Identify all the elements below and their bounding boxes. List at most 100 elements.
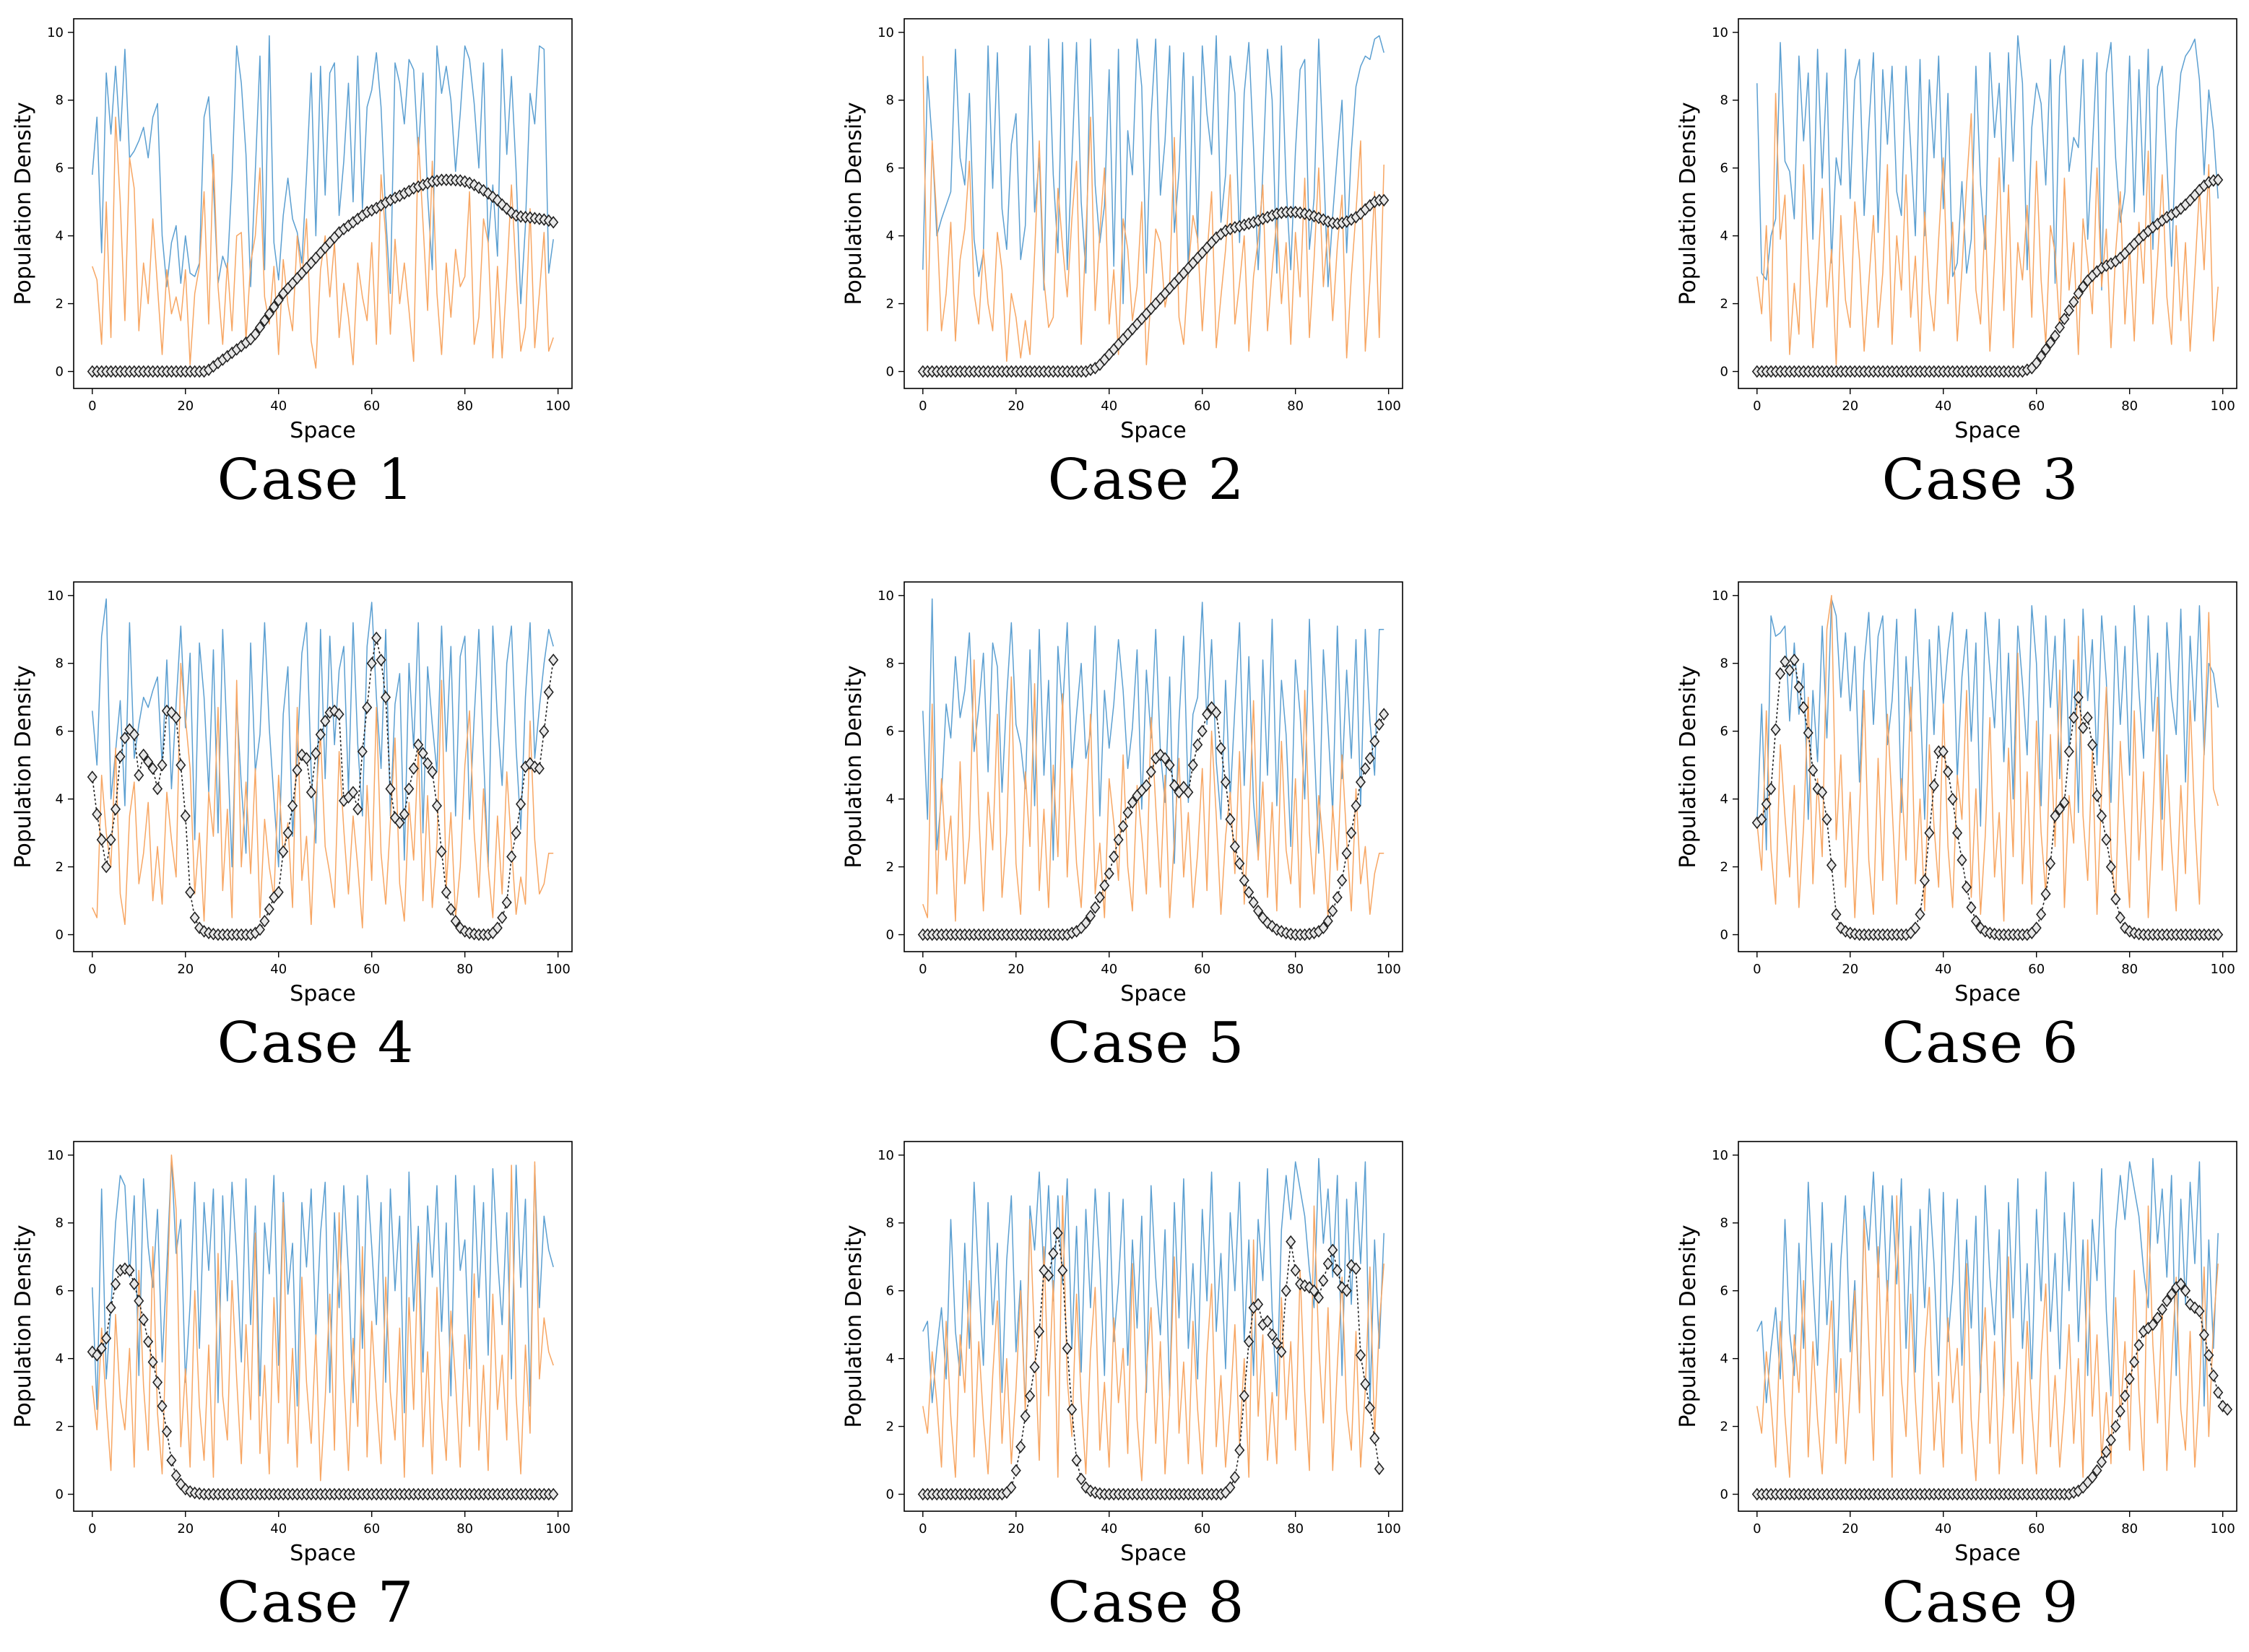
x-tick-label: 100 [1376, 962, 1400, 977]
solution-marker [1248, 896, 1259, 909]
y-tick-label: 2 [886, 297, 894, 312]
solution-marker [1099, 879, 1110, 892]
solution-marker [1118, 820, 1129, 832]
solution-marker [2059, 312, 2070, 326]
series-line-blue-noise [1756, 598, 2219, 851]
solution-marker [1803, 726, 1814, 739]
solution-marker [1938, 745, 1949, 758]
y-axis-title: Population Density [841, 1225, 867, 1427]
solution-marker [1262, 1315, 1273, 1328]
solution-marker [138, 748, 149, 762]
x-tick-label: 80 [2121, 962, 2138, 977]
solution-marker [119, 731, 130, 744]
solution-marker [1197, 724, 1208, 738]
solution-marker [1043, 1269, 1054, 1282]
y-tick-label: 0 [56, 928, 64, 943]
y-axis-title: Population Density [11, 1225, 36, 1427]
solution-marker [1229, 840, 1240, 853]
solution-marker [1211, 706, 1222, 719]
solution-marker [1080, 916, 1091, 929]
solution-marker [2180, 1284, 2191, 1297]
solution-marker [2040, 343, 2051, 356]
solution-marker [1234, 857, 1245, 870]
solution-marker [1090, 901, 1101, 914]
case-label: Case 3 [1881, 448, 2079, 513]
solution-marker [143, 755, 154, 768]
series-line-blue-noise [922, 598, 1384, 864]
solution-marker [1322, 1257, 1333, 1270]
x-tick-label: 20 [1008, 1521, 1024, 1536]
solution-marker [1276, 1345, 1287, 1359]
x-tick-label: 100 [545, 399, 570, 414]
solution-marker [1071, 1453, 1082, 1467]
chart-svg: 0 20 40 60 80 100 0 2 4 6 8 10 Space Population Densi… [11, 581, 573, 1007]
solution-marker [2031, 921, 2042, 934]
y-tick-label: 8 [1720, 1216, 1728, 1231]
x-tick-label: 20 [1842, 962, 1858, 977]
solution-marker [1187, 758, 1198, 772]
y-tick-label: 0 [1720, 365, 1728, 380]
x-tick-label: 100 [2210, 1521, 2235, 1536]
y-tick-label: 2 [56, 860, 64, 875]
series-line-orange-noise [92, 662, 554, 929]
y-tick-label: 6 [1720, 161, 1728, 176]
solution-marker [2133, 1339, 2144, 1352]
x-tick-label: 100 [545, 962, 570, 977]
solution-marker [1928, 779, 1939, 792]
solution-marker [1817, 786, 1828, 799]
solution-marker [1048, 1247, 1059, 1260]
solution-marker [1379, 194, 1390, 207]
solution-marker [2045, 336, 2056, 349]
solution-marker [413, 738, 424, 752]
solution-marker [1780, 655, 1790, 669]
solution-marker [129, 728, 139, 742]
solution-marker [180, 809, 191, 822]
solution-marker [152, 782, 163, 796]
solution-marker [427, 765, 438, 778]
solution-marker [1104, 867, 1114, 880]
solution-marker [1970, 914, 1981, 928]
solution-marker [1910, 921, 1921, 934]
x-tick-label: 60 [2028, 399, 2045, 414]
x-tick-label: 100 [2210, 399, 2235, 414]
solution-marker [1322, 914, 1333, 928]
solution-marker [1309, 1284, 1320, 1297]
solution-marker [1271, 1336, 1282, 1350]
solution-marker [1355, 1349, 1366, 1362]
solution-marker [1244, 1335, 1254, 1348]
x-tick-label: 0 [919, 399, 927, 414]
solution-marker [404, 782, 415, 796]
y-tick-label: 4 [886, 229, 894, 244]
x-tick-label: 20 [1008, 399, 1024, 414]
x-tick-label: 40 [1101, 399, 1117, 414]
y-tick-label: 8 [56, 93, 64, 108]
x-tick-label: 60 [363, 399, 380, 414]
solution-marker [1346, 826, 1357, 840]
chart-panel-6: 0 20 40 60 80 100 0 2 4 6 8 10 Space Population Densi… [1665, 563, 2249, 1076]
solution-marker [1952, 826, 1963, 840]
solution-marker [1351, 799, 1361, 812]
y-tick-label: 2 [886, 1420, 894, 1435]
chart-svg: 0 20 40 60 80 100 0 2 4 6 8 10 Space Population Densi… [1676, 581, 2237, 1007]
y-tick-label: 10 [47, 1148, 64, 1163]
solution-marker [1364, 752, 1375, 765]
x-tick-label: 20 [177, 962, 194, 977]
solution-marker [1290, 1264, 1301, 1277]
x-tick-label: 40 [1935, 962, 1951, 977]
solution-marker [1360, 1378, 1371, 1391]
solution-marker [315, 728, 326, 742]
solution-marker [129, 1277, 139, 1291]
x-tick-label: 20 [177, 1521, 194, 1536]
solution-marker [2050, 809, 2060, 822]
plot-frame [73, 18, 573, 389]
solution-marker [1244, 886, 1254, 899]
chart-panel-5: 0 20 40 60 80 100 0 2 4 6 8 10 Space Population Densi… [831, 563, 1553, 1076]
solution-marker [2036, 908, 2047, 921]
solution-marker [278, 845, 289, 858]
series-line-orange-noise [1756, 92, 2219, 365]
solution-marker [431, 799, 443, 812]
solution-marker [101, 1331, 112, 1345]
solution-marker [1360, 762, 1371, 775]
solution-marker [362, 701, 373, 714]
solution-marker [259, 914, 270, 928]
